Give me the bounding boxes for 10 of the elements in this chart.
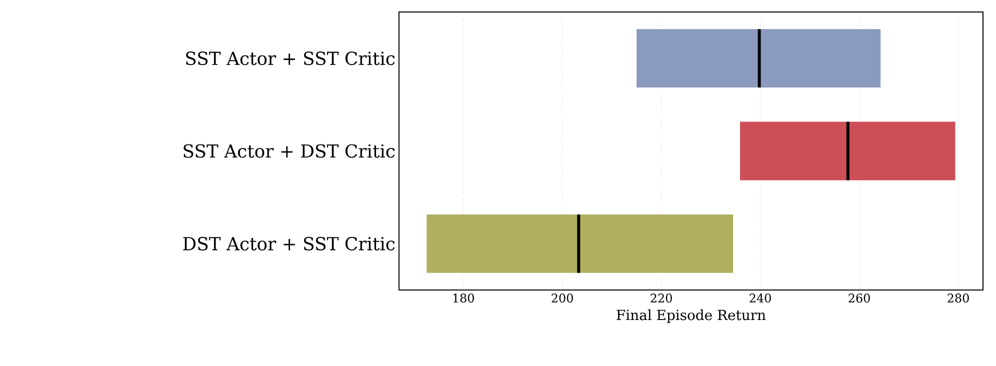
x-axis-title: Final Episode Return [616,309,766,323]
x-tick-label: 220 [650,294,672,303]
x-tick-label: 280 [948,294,969,303]
y-tick-label: DST Actor + SST Critic [183,236,395,250]
y-tick-label: SST Actor + DST Critic [184,144,395,158]
x-tick-label: 200 [552,294,573,303]
x-tick-label: 260 [848,294,870,303]
x-tick-label: 180 [453,294,474,303]
x-tick-label: 240 [750,294,771,303]
y-tick-label: SST Actor + SST Critic [186,52,395,66]
